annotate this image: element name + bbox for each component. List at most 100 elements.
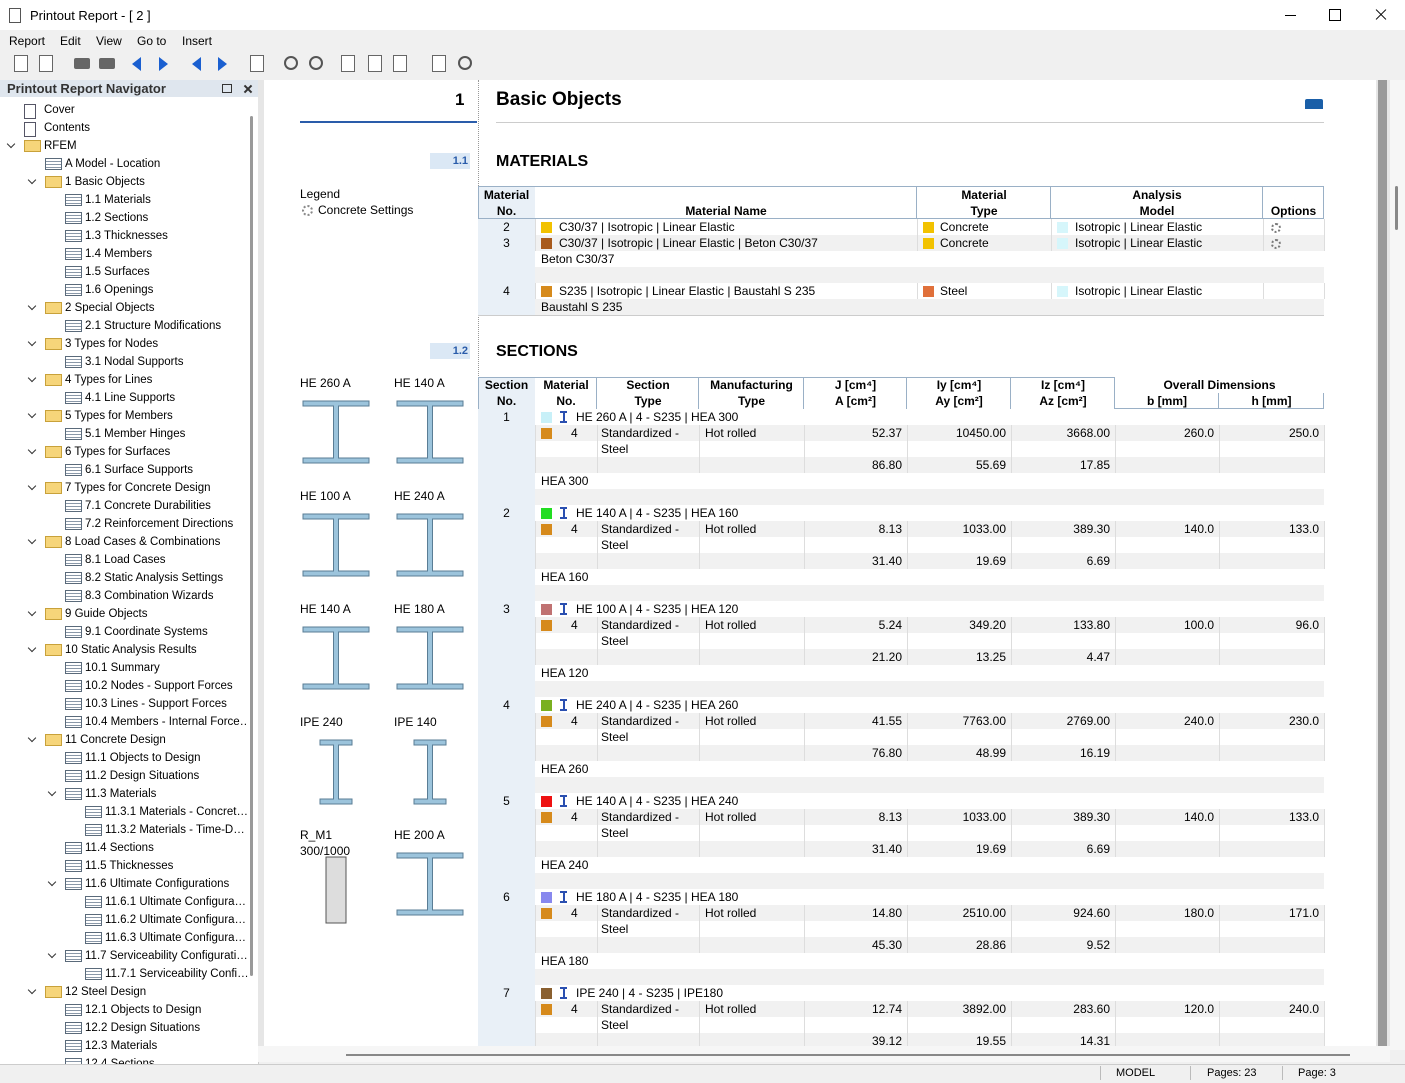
tree-item[interactable]: 11 Concrete Design: [65, 734, 166, 746]
tree-item[interactable]: 7.2 Reinforcement Directions: [85, 518, 234, 530]
tree-item[interactable]: 5 Types for Members: [65, 410, 173, 422]
tree-item[interactable]: 11.1 Objects to Design: [85, 752, 201, 764]
expand-arrow[interactable]: [27, 985, 37, 995]
tree-item[interactable]: 11.3.1 Materials - Concret…: [105, 806, 248, 818]
expand-arrow[interactable]: [27, 481, 37, 491]
toolbar-button[interactable]: [432, 55, 446, 72]
tree-item[interactable]: 3 Types for Nodes: [65, 338, 159, 350]
toolbar-button[interactable]: [393, 55, 407, 72]
tree-item[interactable]: 11.3 Materials: [85, 788, 157, 800]
toolbar-button[interactable]: [99, 58, 115, 69]
expand-arrow[interactable]: [27, 175, 37, 185]
tree-item[interactable]: 4 Types for Lines: [65, 374, 153, 386]
toolbar-button[interactable]: [132, 57, 141, 71]
tree-item[interactable]: 7.1 Concrete Durabilities: [85, 500, 211, 512]
expand-arrow[interactable]: [47, 787, 57, 797]
toolbar-button[interactable]: [309, 56, 323, 70]
tree-item[interactable]: Cover: [44, 104, 75, 116]
expand-arrow[interactable]: [47, 877, 57, 887]
tree-item[interactable]: 8 Load Cases & Combinations: [65, 536, 221, 548]
tree-item[interactable]: 10.2 Nodes - Support Forces: [85, 680, 233, 692]
expand-arrow[interactable]: [27, 535, 37, 545]
expand-arrow[interactable]: [27, 373, 37, 383]
tree-item[interactable]: 11.6.1 Ultimate Configura…: [105, 896, 247, 908]
pin-button[interactable]: [222, 84, 232, 93]
tree-item[interactable]: 1.1 Materials: [85, 194, 151, 206]
cell-border: [597, 1033, 598, 1046]
toolbar-button[interactable]: [458, 56, 472, 70]
expand-arrow[interactable]: [27, 337, 37, 347]
tree-item[interactable]: 9.1 Coordinate Systems: [85, 626, 208, 638]
expand-arrow[interactable]: [27, 445, 37, 455]
tree-item[interactable]: 5.1 Member Hinges: [85, 428, 186, 440]
tree-item[interactable]: 1.4 Members: [85, 248, 153, 260]
toolbar-button[interactable]: [250, 55, 264, 72]
tree-item[interactable]: 10.1 Summary: [85, 662, 160, 674]
menu-item[interactable]: Insert: [182, 34, 213, 48]
tree-item[interactable]: 4.1 Line Supports: [85, 392, 176, 404]
tree-item[interactable]: 11.6.3 Ultimate Configura…: [105, 932, 247, 944]
toolbar-button[interactable]: [74, 58, 90, 69]
tree-item[interactable]: 1.2 Sections: [85, 212, 149, 224]
toolbar-button[interactable]: [192, 57, 201, 71]
tree-item[interactable]: 11.5 Thicknesses: [85, 860, 174, 872]
scrollbar-thumb[interactable]: [346, 1054, 1350, 1056]
tree-item[interactable]: 6 Types for Surfaces: [65, 446, 171, 458]
tree-item[interactable]: 8.3 Combination Wizards: [85, 590, 214, 602]
tree-item[interactable]: 12 Steel Design: [65, 986, 147, 998]
tree-item[interactable]: 12.3 Materials: [85, 1040, 158, 1052]
expand-arrow[interactable]: [27, 607, 37, 617]
tree-item[interactable]: 11.3.2 Materials - Time-D…: [105, 824, 245, 836]
tree-item[interactable]: 8.2 Static Analysis Settings: [85, 572, 224, 584]
expand-arrow[interactable]: [27, 301, 37, 311]
tree-item[interactable]: RFEM: [44, 140, 77, 152]
toolbar-button[interactable]: [368, 55, 382, 72]
tree-item[interactable]: 11.6 Ultimate Configurations: [85, 878, 230, 890]
toolbar-button[interactable]: [159, 57, 168, 71]
tree-item[interactable]: 11.6.2 Ultimate Configura…: [105, 914, 247, 926]
tree-item[interactable]: 2 Special Objects: [65, 302, 155, 314]
toolbar-button[interactable]: [341, 55, 355, 72]
maximize-button[interactable]: [1329, 9, 1341, 21]
tree-item[interactable]: 7 Types for Concrete Design: [65, 482, 211, 494]
tree-item[interactable]: 11.7 Serviceability Configurati…: [85, 950, 248, 962]
menu-item[interactable]: Go to: [137, 34, 167, 48]
toolbar-button[interactable]: [39, 55, 53, 72]
tree-item[interactable]: 2.1 Structure Modifications: [85, 320, 222, 332]
tree-item[interactable]: Contents: [44, 122, 91, 134]
tree-item[interactable]: 1.6 Openings: [85, 284, 154, 296]
tree-item[interactable]: 12.4 Sections: [85, 1058, 155, 1064]
toolbar-button[interactable]: [284, 56, 298, 70]
tree-item[interactable]: 10 Static Analysis Results: [65, 644, 197, 656]
scrollbar-thumb[interactable]: [1395, 186, 1398, 230]
tree-item[interactable]: 1.3 Thicknesses: [85, 230, 168, 242]
cell-border: [1011, 649, 1012, 665]
toolbar-button[interactable]: [218, 57, 227, 71]
tree-item[interactable]: 1.5 Surfaces: [85, 266, 150, 278]
tree-item[interactable]: 1 Basic Objects: [65, 176, 145, 188]
tree-item[interactable]: 3.1 Nodal Supports: [85, 356, 184, 368]
expand-arrow[interactable]: [47, 949, 57, 959]
tree-item[interactable]: A Model - Location: [65, 158, 161, 170]
tree-item[interactable]: 8.1 Load Cases: [85, 554, 166, 566]
tree-item[interactable]: 10.4 Members - Internal Force…: [85, 716, 248, 728]
tree-item[interactable]: 11.4 Sections: [85, 842, 154, 854]
no-cell-bg: [478, 985, 535, 1001]
menu-item[interactable]: Edit: [60, 34, 81, 48]
expand-arrow[interactable]: [27, 643, 37, 653]
tree-item[interactable]: 11.7.1 Serviceability Confi…: [105, 968, 248, 980]
toolbar-button[interactable]: [14, 55, 28, 72]
expand-arrow[interactable]: [27, 409, 37, 419]
minimize-button[interactable]: [1285, 15, 1296, 16]
expand-arrow[interactable]: [27, 733, 37, 743]
menu-item[interactable]: Report: [9, 34, 46, 48]
expand-arrow[interactable]: [6, 139, 16, 149]
vertical-scrollbar[interactable]: [1390, 80, 1405, 1050]
menu-item[interactable]: View: [96, 34, 122, 48]
tree-item[interactable]: 6.1 Surface Supports: [85, 464, 194, 476]
tree-item[interactable]: 9 Guide Objects: [65, 608, 148, 620]
tree-item[interactable]: 11.2 Design Situations: [85, 770, 200, 782]
tree-item[interactable]: 10.3 Lines - Support Forces: [85, 698, 227, 710]
tree-item[interactable]: 12.1 Objects to Design: [85, 1004, 202, 1016]
tree-item[interactable]: 12.2 Design Situations: [85, 1022, 201, 1034]
